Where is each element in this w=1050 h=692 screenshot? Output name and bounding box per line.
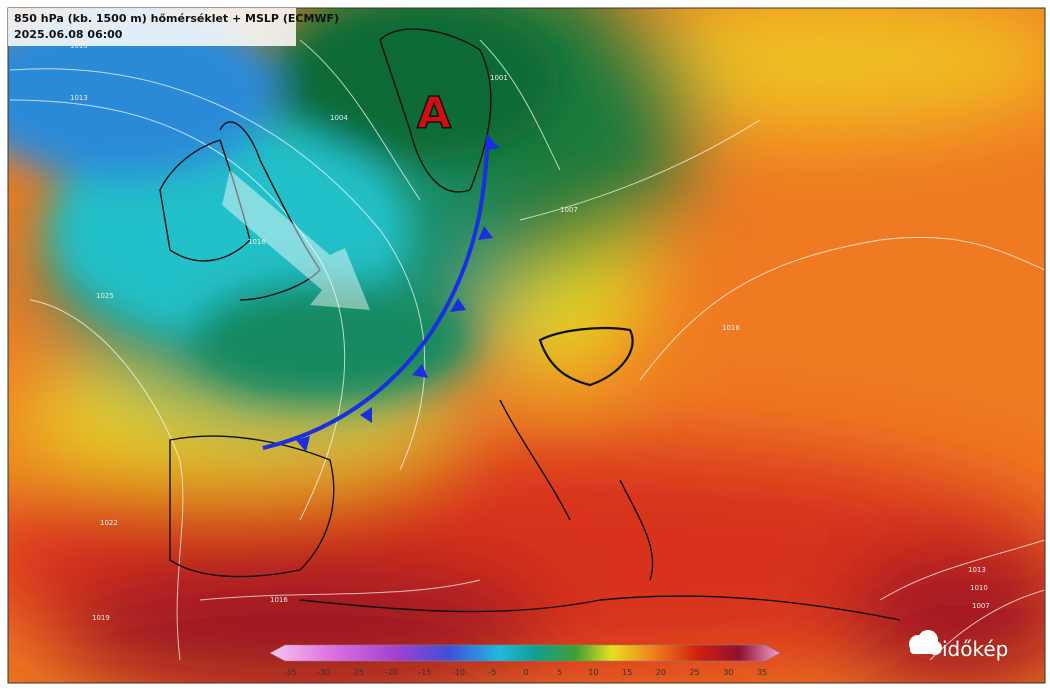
title-box xyxy=(8,8,296,46)
coastlines xyxy=(159,28,901,621)
isobar-label: 1016 xyxy=(248,238,266,246)
colorbar-tick-label: -25 xyxy=(351,668,364,677)
pressure-center: A xyxy=(417,88,451,139)
isobar-label: 1001 xyxy=(490,74,508,82)
date: 2025.06.08 06:00 xyxy=(14,28,123,41)
isobar-labels: 1010 1013 1004 1001 1007 1016 1025 1022 1019 1016… xyxy=(70,42,990,622)
isobar-label: 1016 xyxy=(270,596,288,604)
colorbar-tick-label: -20 xyxy=(385,668,398,677)
isobar-label: 1007 xyxy=(972,602,990,610)
colorbar-tick-label: -10 xyxy=(452,668,465,677)
colorbar-tick-label: 30 xyxy=(723,668,733,677)
colorbar-tick-label: -15 xyxy=(418,668,431,677)
colorbar-tick-label: 35 xyxy=(757,668,767,677)
colorbar-tick-label: 20 xyxy=(656,668,666,677)
cold-front xyxy=(262,134,490,450)
front-triangles xyxy=(296,136,500,452)
isobar-label: 1013 xyxy=(968,566,986,574)
isobar-label: 1013 xyxy=(70,94,88,102)
colorbar xyxy=(269,644,781,662)
colorbar-tick-label: -35 xyxy=(283,668,296,677)
map-frame xyxy=(7,7,1046,684)
isobar-label: 1007 xyxy=(560,206,578,214)
colorbar-tick-label: 0 xyxy=(523,668,528,677)
logo: időkép xyxy=(909,630,1008,661)
colorbar-tick-label: 5 xyxy=(557,668,562,677)
isobar-label: 1004 xyxy=(330,114,348,122)
colorbar-tick-label: 10 xyxy=(588,668,598,677)
isobar-label: 1010 xyxy=(970,584,988,592)
isobar-label: 1019 xyxy=(92,614,110,622)
isobar-label: 1022 xyxy=(100,519,118,527)
colorbar-tick-label: 25 xyxy=(689,668,699,677)
isobar-label: 1025 xyxy=(96,292,114,300)
wind-arrow xyxy=(222,170,370,310)
colorbar-ticks: -35 -30 -25 -20 -15 -10 -5 0 5 10 15 20 25 30 35 xyxy=(283,668,767,677)
colorbar-tick-label: 15 xyxy=(622,668,632,677)
isobar-label: 1016 xyxy=(722,324,740,332)
colorbar-tick-label: -5 xyxy=(488,668,496,677)
logo-text: időkép xyxy=(942,637,1008,661)
isobar-label: 1010 xyxy=(70,42,88,50)
colorbar-tick-label: -30 xyxy=(317,668,330,677)
title: 850 hPa (kb. 1500 m) hőmérséklet + MSLP … xyxy=(14,12,339,25)
